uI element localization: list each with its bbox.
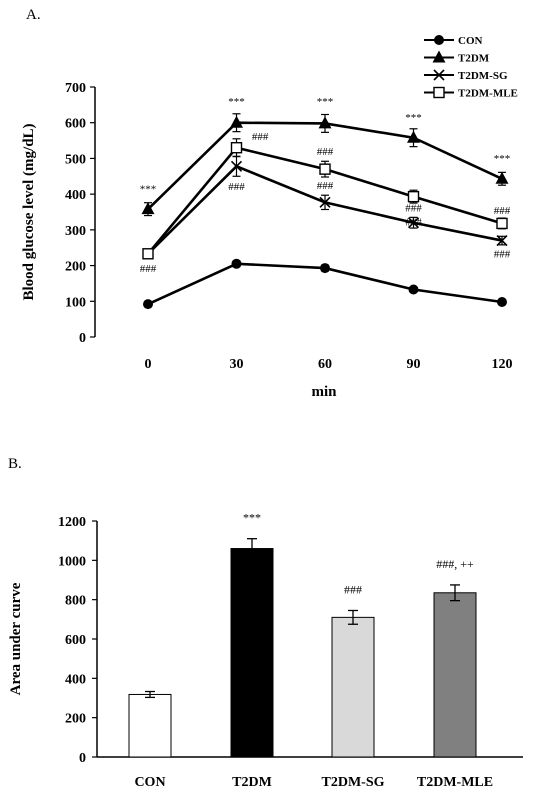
data-point — [319, 163, 331, 175]
y-tick-label: 0 — [79, 331, 86, 346]
data-point — [143, 299, 153, 310]
significance-label: *** — [140, 183, 157, 195]
y-tick-label: 500 — [65, 152, 86, 167]
significance-label: *** — [405, 112, 422, 124]
legend-marker-stroke — [433, 69, 445, 81]
data-point — [231, 258, 242, 269]
series-con — [143, 258, 507, 310]
significance-label: ### — [405, 217, 422, 229]
y-tick-label: 700 — [65, 81, 86, 96]
y-tick-label: 200 — [65, 712, 86, 727]
y-axis-title: Area under curve — [8, 582, 24, 695]
significance-label: ### — [317, 146, 334, 158]
x-axis-title: min — [311, 384, 337, 400]
legend-label: T2DM — [458, 53, 490, 65]
data-point — [496, 217, 508, 230]
y-tick-label: 400 — [65, 188, 86, 203]
significance-label: ### — [494, 248, 511, 260]
series-t2dm-mle — [142, 138, 508, 260]
significance-label: *** — [494, 153, 511, 165]
x-tick-label: T2DM — [232, 775, 272, 790]
legend-marker — [434, 35, 444, 45]
data-point — [496, 235, 508, 247]
data-point — [141, 202, 155, 215]
significance-label: ### — [252, 131, 269, 143]
significance-label: ###, ++ — [436, 557, 474, 571]
y-tick-label: 800 — [65, 594, 86, 609]
data-point — [407, 190, 420, 203]
bar-t2dm-mle — [433, 592, 477, 758]
legend-marker — [433, 86, 445, 99]
data-point — [142, 248, 154, 260]
y-tick-label: 300 — [65, 224, 86, 239]
legend-label: CON — [458, 35, 483, 47]
significance-label: ### — [405, 202, 422, 214]
y-tick-label: 1200 — [58, 515, 86, 530]
data-point-stroke — [496, 235, 508, 247]
data-point — [408, 284, 419, 295]
y-tick-label: 200 — [65, 260, 86, 275]
legend-label: T2DM-SG — [458, 70, 508, 82]
data-point-stroke — [319, 196, 331, 208]
x-tick-label: 60 — [318, 357, 332, 372]
line-chart: 0 100 200 300 400 500 600 700 0 30 60 90 120 min Blood… — [21, 35, 518, 400]
x-tick-label: 90 — [407, 357, 421, 372]
data-point — [320, 263, 330, 274]
data-point — [495, 171, 509, 184]
y-tick-label: 600 — [65, 117, 86, 132]
bar-chart: 0 200 400 600 800 1000 1200 Area under curve CON… — [8, 511, 523, 790]
x-tick-label: 0 — [145, 357, 152, 372]
bar-con — [128, 693, 172, 758]
x-tick-label: CON — [134, 775, 165, 790]
panel-b-label: B. — [8, 456, 22, 472]
data-point-stroke — [407, 217, 420, 229]
data-point — [230, 115, 243, 128]
panel-a-label: A. — [26, 7, 41, 23]
data-point-stroke — [230, 160, 243, 172]
x-tick-label: T2DM-SG — [322, 775, 385, 790]
y-tick-label: 600 — [65, 633, 86, 648]
bar-t2dm — [230, 548, 274, 758]
x-tick-label: T2DM-MLE — [417, 775, 493, 790]
data-point — [230, 142, 243, 154]
significance-label: ### — [494, 205, 511, 217]
significance-label: *** — [317, 96, 334, 108]
x-tick-label: 120 — [492, 357, 513, 372]
x-tick-label: 30 — [230, 357, 244, 372]
y-axis-title: Blood glucose level (mg/dL) — [21, 123, 37, 300]
y-tick-label: 0 — [79, 751, 86, 766]
data-point — [318, 116, 332, 129]
data-point — [497, 297, 507, 307]
legend-marker — [433, 69, 445, 81]
y-tick-label: 1000 — [58, 554, 86, 569]
significance-label: ### — [228, 181, 245, 193]
significance-label: ### — [344, 582, 362, 596]
legend-marker — [432, 50, 446, 63]
y-tick-label: 400 — [65, 672, 86, 687]
legend-label: T2DM-MLE — [458, 88, 518, 100]
data-point — [319, 196, 331, 208]
data-point — [407, 217, 420, 229]
data-point — [407, 130, 420, 143]
y-tick-label: 100 — [65, 295, 86, 310]
series-t2dm — [141, 113, 509, 217]
legend: CON T2DM T2DM-SG T2DM-MLE — [424, 35, 518, 100]
significance-label: *** — [243, 511, 261, 525]
data-point — [230, 160, 243, 172]
significance-label: *** — [228, 96, 245, 108]
significance-label: ### — [140, 263, 157, 275]
significance-label: ### — [317, 180, 334, 192]
bar-t2dm-sg — [331, 616, 375, 758]
